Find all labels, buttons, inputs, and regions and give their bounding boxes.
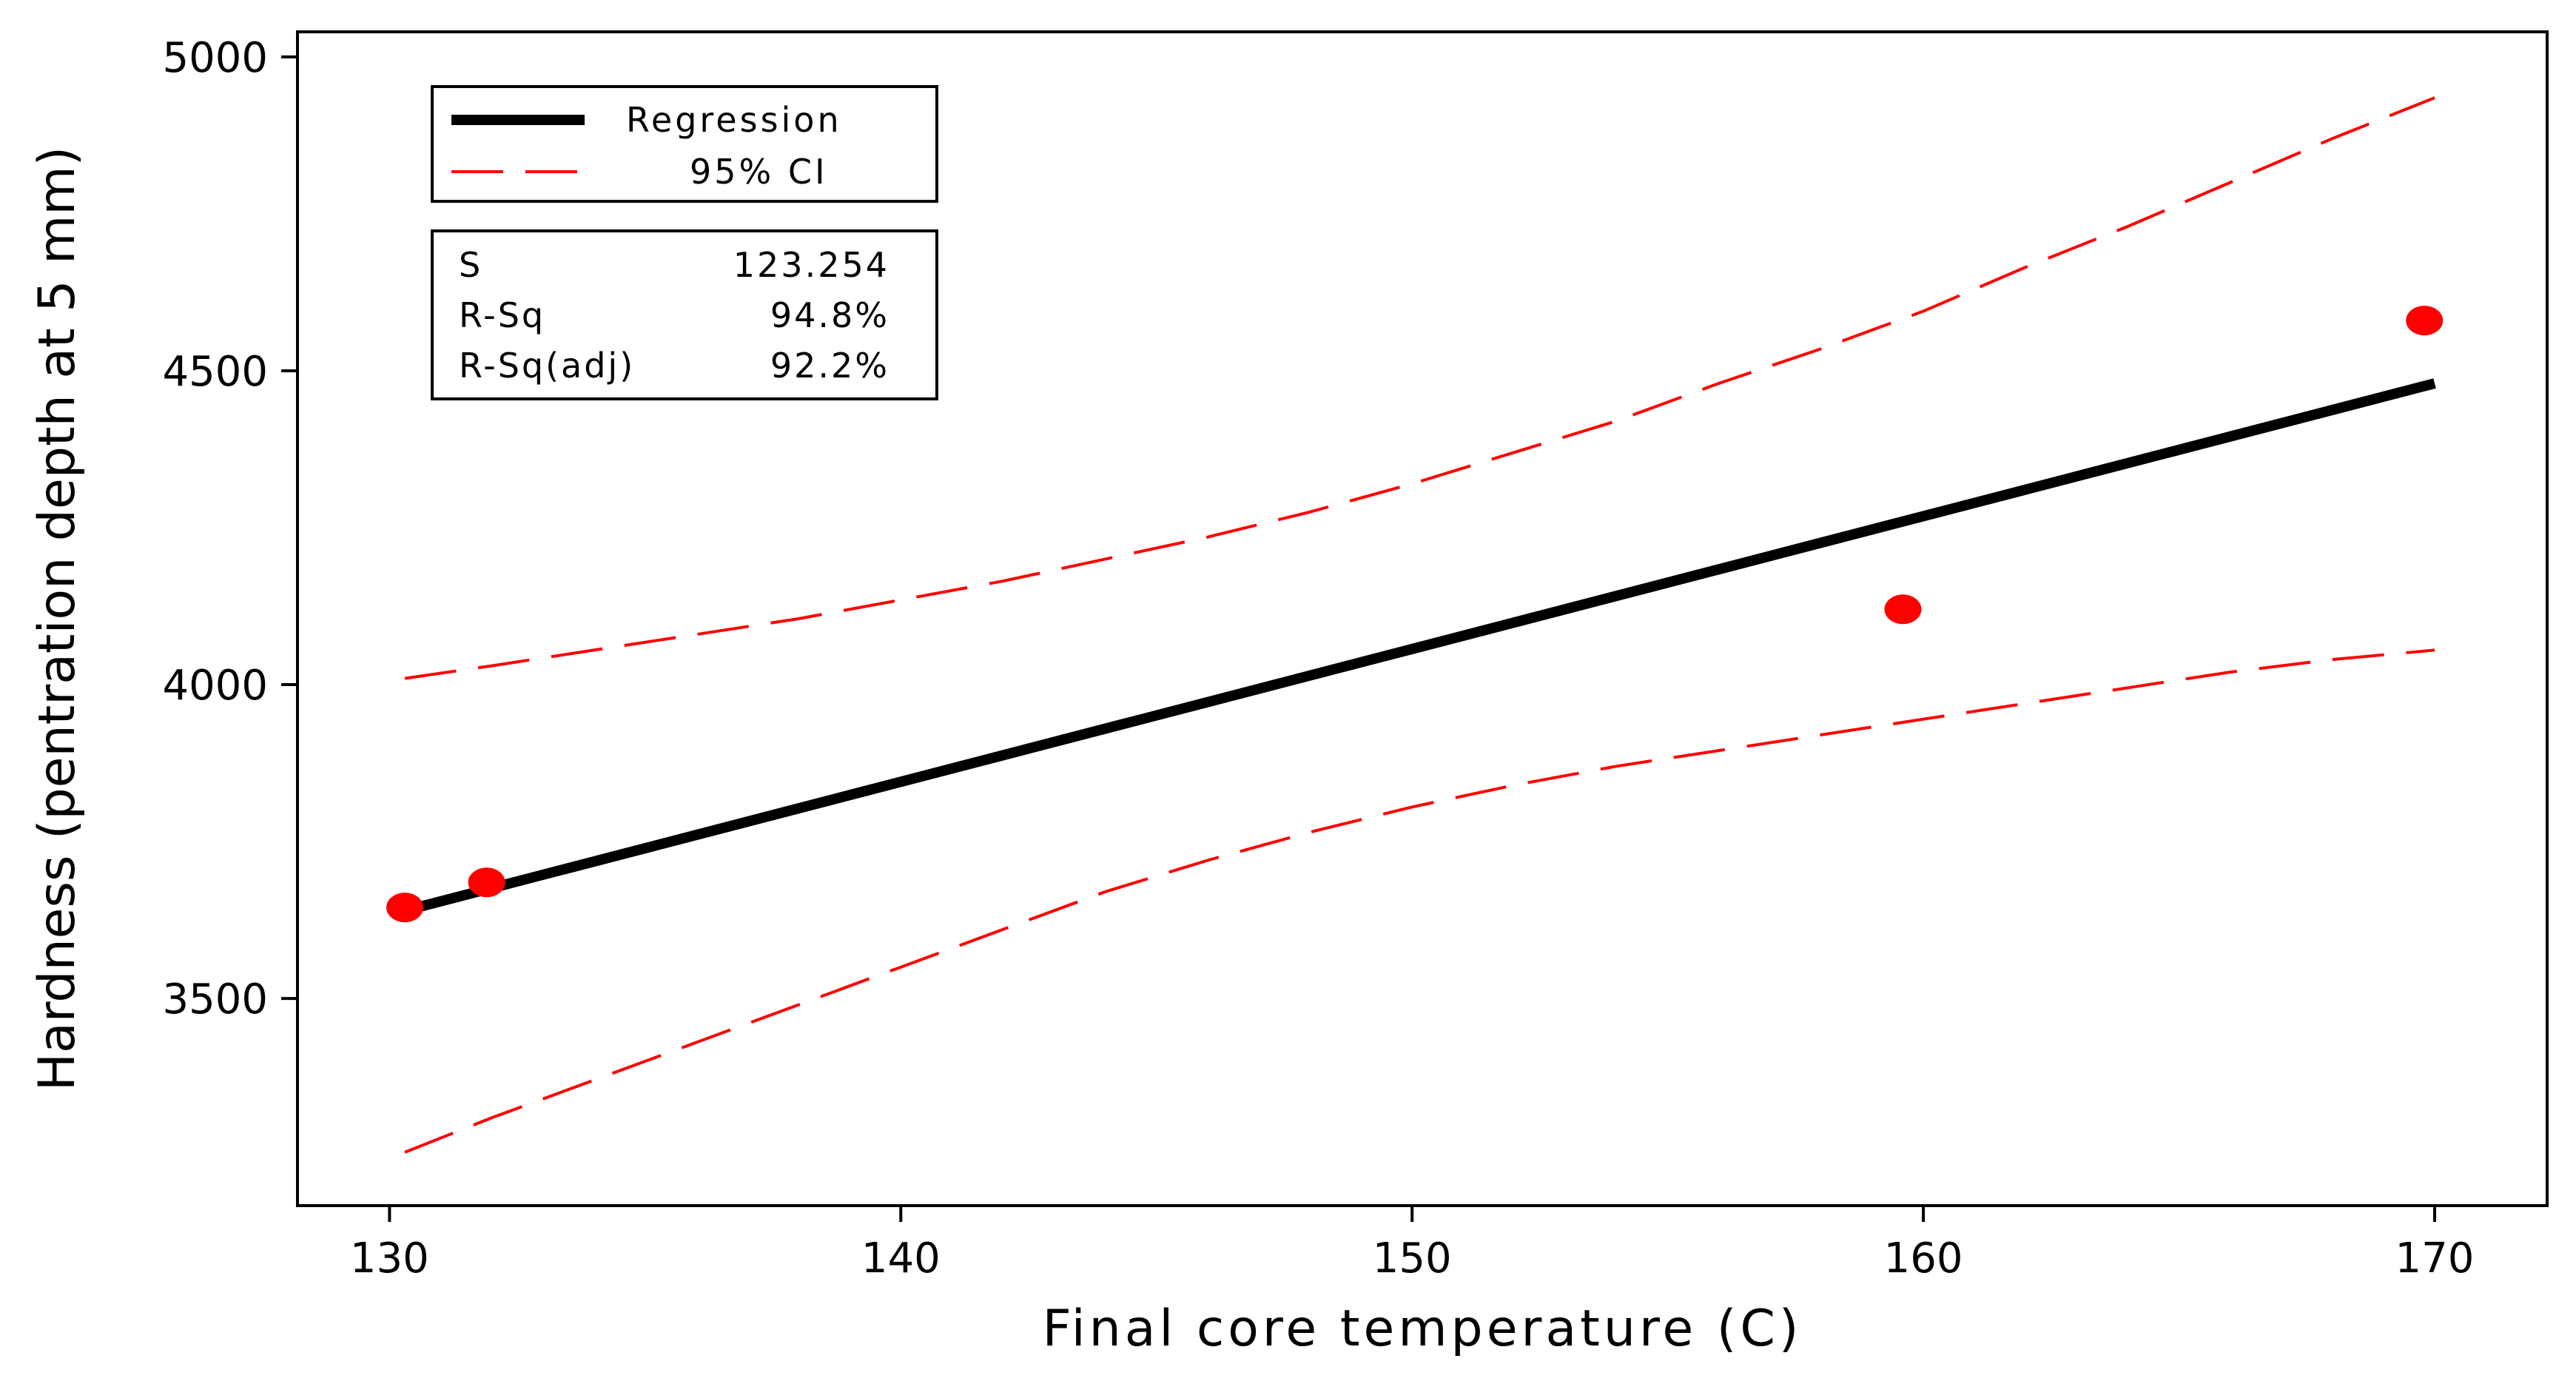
x-axis-title: Final core temperature (C) xyxy=(1043,1300,1803,1358)
stats-box xyxy=(431,229,938,400)
x-tick-label: 150 xyxy=(1373,1234,1452,1283)
y-tick-label: 4500 xyxy=(162,348,268,396)
y-tick-label: 3500 xyxy=(162,975,268,1024)
y-axis-title: Hardness (pentration depth at 5 mm) xyxy=(28,147,87,1091)
stat-value-rsq: 94.8% xyxy=(770,295,890,335)
data-point xyxy=(468,867,505,898)
regression-line-group xyxy=(403,378,2436,916)
data-point xyxy=(386,893,424,923)
data-points xyxy=(386,306,2444,923)
stat-value-s: 123.254 xyxy=(733,245,890,285)
ci-band-line xyxy=(404,96,2435,680)
y-tick-label: 4000 xyxy=(162,662,268,710)
ci-band-line xyxy=(404,648,2435,1154)
stat-value-rsq-adj: 92.2% xyxy=(770,346,890,386)
legend-box xyxy=(431,85,938,203)
stat-label-s: S xyxy=(459,245,482,285)
legend-ci-label: 95% CI xyxy=(690,152,828,192)
legend: Regression 95% CI xyxy=(431,85,938,203)
legend-regression-label: Regression xyxy=(626,100,842,140)
x-axis-ticks: 130 140 150 160 170 xyxy=(350,1206,2475,1283)
x-tick-label: 140 xyxy=(861,1234,941,1283)
regression-line xyxy=(403,378,2436,916)
x-tick-label: 160 xyxy=(1884,1234,1963,1283)
stat-label-rsq-adj: R-Sq(adj) xyxy=(459,346,635,386)
ci-bands xyxy=(404,96,2435,1154)
x-tick-label: 130 xyxy=(350,1234,429,1283)
data-point xyxy=(2406,306,2444,336)
data-point xyxy=(1884,594,1922,625)
plot-frame xyxy=(296,30,2549,1207)
x-tick-label: 170 xyxy=(2395,1234,2475,1283)
stat-label-rsq: R-Sq xyxy=(459,295,545,335)
stats-table: S 123.254 R-Sq 94.8% R-Sq(adj) 92.2% xyxy=(431,229,938,400)
y-axis-ticks: 3500 4000 4500 5000 xyxy=(162,34,297,1024)
y-tick-label: 5000 xyxy=(162,34,268,82)
